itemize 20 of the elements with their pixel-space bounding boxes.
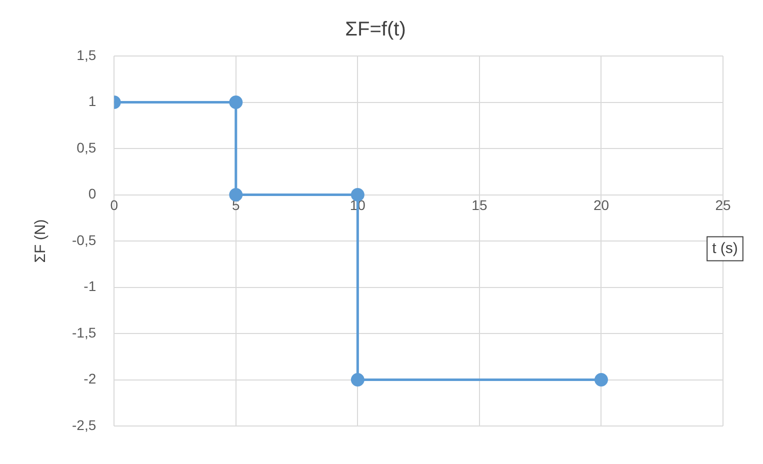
point [594,373,608,386]
x-axis-title: t (s) [712,240,738,257]
y-axis-title: ΣF (N) [32,219,50,263]
y-tick-label: -2,5 [72,416,96,433]
y-tick-label: 1,5 [76,46,96,63]
y-tick-label: -1 [84,278,96,294]
x-tick-label: 25 [715,197,731,214]
x-tick-label: 0 [110,197,118,214]
y-tick-label: 0,5 [76,139,96,156]
point [229,96,243,109]
x-tick-label: 20 [593,197,610,214]
y-tick-label: 0 [88,186,96,202]
y-tick-label: -2 [84,370,96,387]
y-tick-label: -1,5 [72,324,96,340]
point [229,188,243,202]
point [350,373,364,386]
x-tick-label: 15 [472,197,488,214]
chart-title: ΣF=f(t) [345,18,406,41]
y-tick-label: -0,5 [72,232,96,248]
y-tick-label: 1 [88,93,96,110]
